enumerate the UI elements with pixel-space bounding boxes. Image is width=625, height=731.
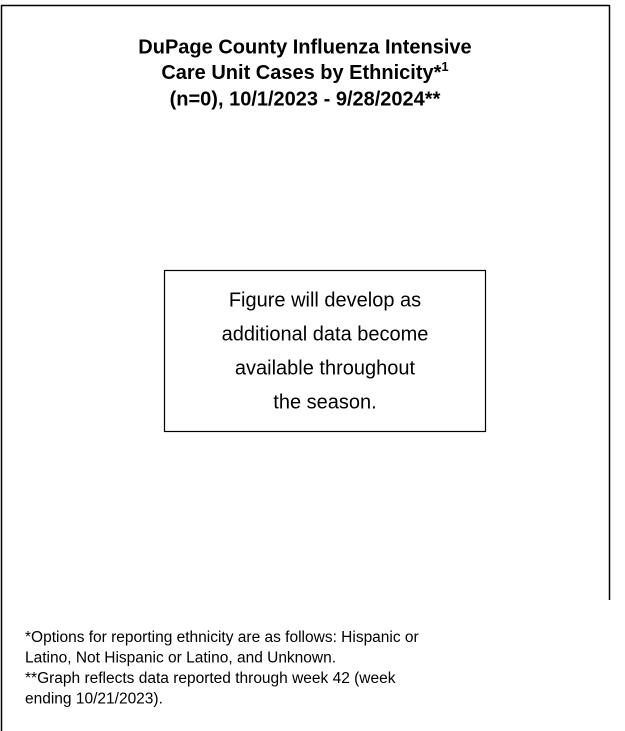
placeholder-text: additional data become — [222, 323, 429, 345]
chart-title-line: Care Unit Cases by Ethnicity* — [161, 62, 441, 84]
footnote: Latino, Not Hispanic or Latino, and Unkn… — [25, 650, 336, 667]
chart-title: (n=0), 10/1/2023 - 9/28/2024** — [170, 88, 441, 110]
chart-title: Care Unit Cases by Ethnicity*1 — [161, 59, 448, 84]
footnote: **Graph reflects data reported through w… — [25, 670, 396, 687]
placeholder-text: Figure will develop as — [229, 289, 421, 311]
placeholder-text: available throughout — [235, 357, 416, 379]
chart-title-superscript: 1 — [441, 59, 448, 74]
chart-title: DuPage County Influenza Intensive — [138, 36, 471, 58]
footnote: *Options for reporting ethnicity are as … — [25, 629, 419, 646]
placeholder-box — [163, 269, 487, 433]
placeholder-text: the season. — [273, 391, 376, 413]
footnote: ending 10/21/2023). — [25, 691, 163, 708]
